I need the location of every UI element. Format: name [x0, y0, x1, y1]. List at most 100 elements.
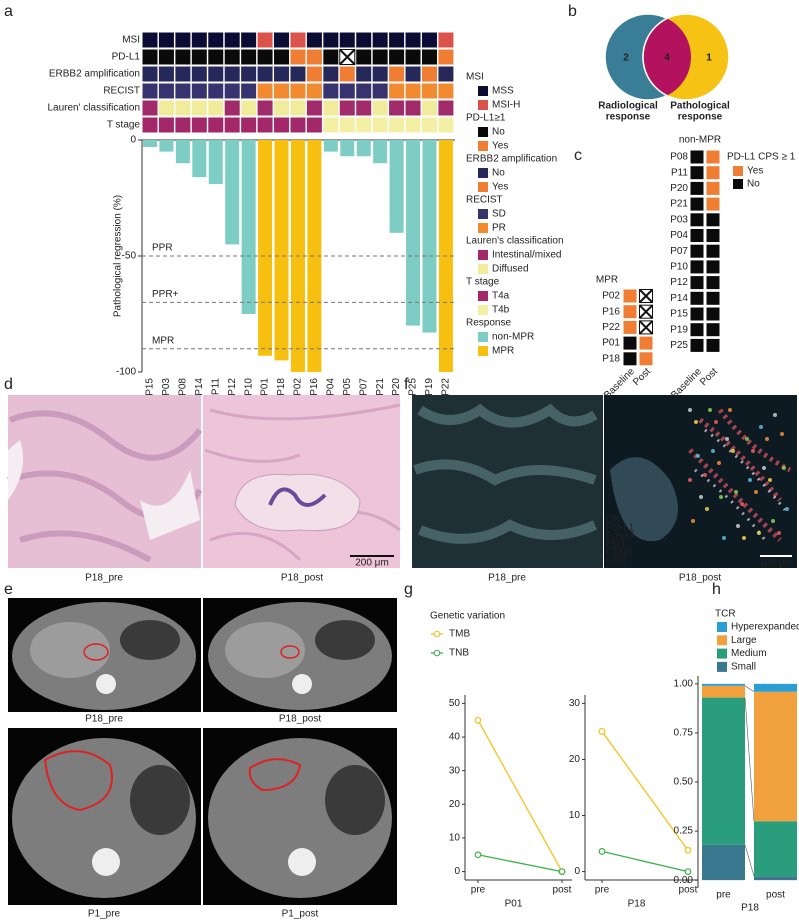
heatmap-cell — [306, 117, 322, 133]
heatmap-cell — [372, 32, 388, 48]
cell — [706, 276, 720, 290]
histology-images — [7, 395, 401, 568]
heatmap-cell — [158, 100, 174, 116]
heatmap-cell — [438, 66, 454, 82]
y-tick-label: 20 — [569, 754, 581, 765]
legend-label: Diffused — [492, 264, 529, 275]
venn — [604, 13, 730, 101]
legend-label: T4b — [492, 305, 510, 316]
bar — [208, 140, 223, 185]
ct-images — [8, 598, 397, 905]
cell-dot — [765, 437, 769, 441]
legend-swatch — [478, 182, 488, 192]
cell-dot — [759, 425, 763, 429]
bar — [192, 140, 207, 178]
legend-swatch — [478, 86, 488, 96]
cell — [706, 150, 720, 164]
tissue — [413, 403, 598, 544]
cell — [623, 336, 637, 350]
heatmap-cell — [372, 83, 388, 99]
legend-label: PR — [492, 223, 506, 234]
heatmap-cell — [274, 117, 290, 133]
bar — [356, 140, 371, 157]
heatmap-cell — [224, 49, 240, 65]
heatmap-cell — [191, 100, 207, 116]
connector — [744, 697, 755, 822]
tissue-lesion — [234, 473, 361, 532]
heatmap-cell — [306, 32, 322, 48]
x-tick-label: P08 — [178, 378, 189, 396]
x-tick-label: P19 — [424, 378, 435, 396]
cell — [690, 150, 704, 164]
cell-dot — [699, 495, 703, 499]
cell — [690, 244, 704, 258]
legend-label: SD — [492, 209, 506, 220]
heatmap-cell — [142, 49, 158, 65]
heatmap-cell — [356, 49, 372, 65]
y-tick-label: 20 — [449, 799, 461, 810]
legend-label: Yes — [492, 141, 508, 152]
venn-count: 2 — [623, 53, 629, 64]
cell-dot — [711, 449, 715, 453]
y-tick-label: 0 — [454, 866, 460, 877]
cell-dot — [736, 524, 740, 528]
cell — [706, 260, 720, 274]
point — [684, 846, 692, 854]
legend-label: T4a — [492, 291, 510, 302]
cells — [688, 408, 792, 542]
heatmap-cell — [224, 83, 240, 99]
heatmap-cell — [241, 49, 257, 65]
missing-cross — [638, 288, 654, 304]
x-tick-label: P18 — [276, 378, 287, 396]
heatmap-cell — [438, 100, 454, 116]
cell-dot — [773, 413, 777, 417]
y-tick-label: 50 — [449, 698, 461, 709]
cell-dot — [705, 507, 709, 511]
cell — [690, 260, 704, 274]
cell — [690, 323, 704, 337]
legend-swatch — [478, 264, 488, 274]
heatmap-cell — [356, 66, 372, 82]
heatmap-cell — [339, 100, 355, 116]
heatmap-cell — [175, 66, 191, 82]
x-axis-title: P01 — [505, 899, 523, 910]
cell-dot — [762, 466, 766, 470]
ct-spine — [96, 674, 116, 694]
cell-dot — [757, 531, 761, 535]
x-tick-label: pre — [471, 885, 486, 896]
ct-organ — [315, 620, 375, 660]
heatmap-cell — [158, 117, 174, 133]
bar-segment — [754, 691, 797, 822]
tissue-lesion — [268, 487, 327, 507]
heatmap-cell — [405, 83, 421, 99]
cell — [690, 197, 704, 211]
cell-dot — [725, 437, 729, 441]
legend-swatch — [478, 346, 488, 356]
ct-contour — [248, 758, 302, 792]
heatmap-cell — [142, 117, 158, 133]
bar-segment — [754, 821, 797, 877]
legend-label: MSS — [492, 86, 514, 97]
cell — [706, 307, 720, 321]
cell-dot — [734, 490, 738, 494]
heatmap-cell — [241, 83, 257, 99]
cell-dot — [742, 536, 746, 540]
legend-title: TCR — [715, 609, 736, 620]
heatmap-cell — [323, 83, 339, 99]
caption: P18_post — [679, 573, 721, 584]
cell — [706, 166, 720, 180]
row-label: P08 — [670, 152, 688, 163]
x-tick-label: P04 — [325, 378, 336, 396]
heatmap-cell — [224, 117, 240, 133]
heatmap-cell — [323, 117, 339, 133]
x-tick-label: P15 — [145, 378, 156, 396]
x-tick-label: P25 — [408, 378, 419, 396]
y-tick-label: 1.00 — [674, 678, 694, 689]
x-tick-label: P10 — [243, 378, 254, 396]
heatmap-cell — [142, 32, 158, 48]
caption: P18_post — [281, 573, 323, 584]
legend-title: Genetic variation — [430, 611, 505, 622]
y-tick-label: 10 — [569, 810, 581, 821]
heatmap-cell — [339, 83, 355, 99]
row-label: P01 — [602, 338, 620, 349]
